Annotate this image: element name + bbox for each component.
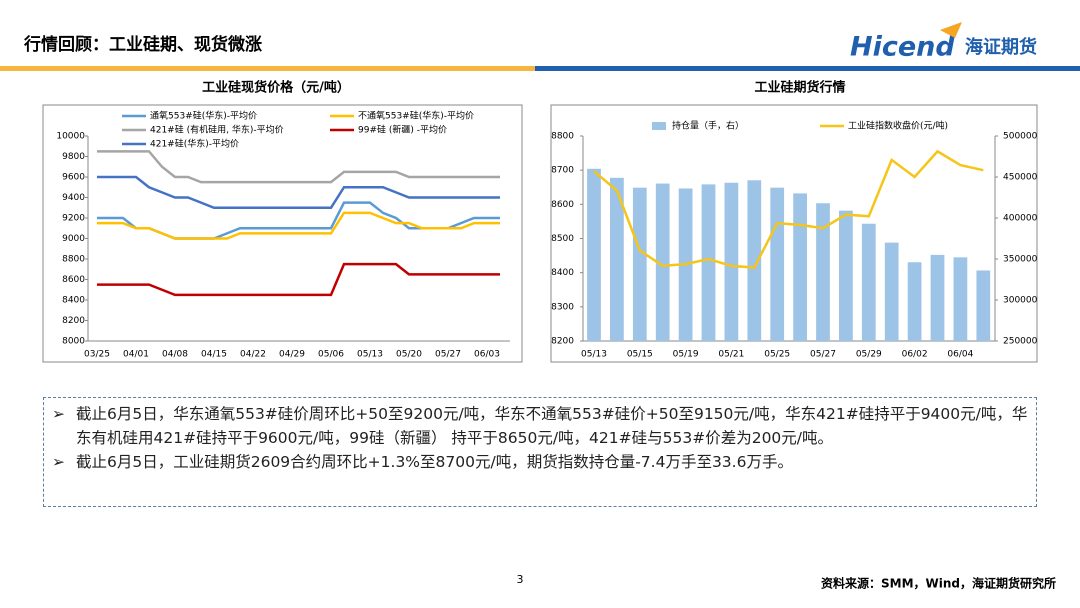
line-series [593, 149, 984, 269]
logo: Hicend [850, 32, 955, 63]
line-series [97, 175, 500, 209]
y-tick-label: 8700 [551, 166, 574, 176]
y-tick-label: 9000 [62, 234, 85, 244]
header-bar [535, 66, 1080, 71]
y2-tick-label: 450000 [1003, 173, 1038, 183]
y2-tick-label: 500000 [1003, 132, 1038, 142]
bar [610, 177, 624, 341]
header-bar [0, 66, 535, 71]
x-tick-label: 05/13 [357, 350, 383, 360]
bar [655, 183, 670, 341]
line-series [97, 150, 500, 184]
y-tick-label: 8400 [551, 268, 574, 278]
page-number: 3 [517, 573, 524, 586]
logo-cn: 海证期货 [965, 36, 1037, 58]
y2-tick-label: 400000 [1003, 214, 1038, 224]
slide-title: 行情回顾：工业硅期、现货微涨 [23, 34, 262, 55]
x-tick-label: 05/21 [718, 350, 744, 360]
legend-label: 99#硅 (新疆) -平均价 [358, 124, 447, 136]
bar [953, 257, 968, 341]
x-tick-label: 03/25 [84, 350, 110, 360]
bar [701, 184, 716, 341]
x-tick-label: 05/15 [627, 350, 653, 360]
x-tick-label: 04/15 [201, 350, 227, 360]
x-tick-label: 04/29 [279, 350, 305, 360]
x-tick-label: 05/13 [581, 350, 607, 360]
x-tick-label: 05/27 [435, 350, 461, 360]
bar [587, 168, 601, 341]
bar [907, 262, 922, 341]
legend-label: 421#硅 (有机硅用, 华东)-平均价 [150, 124, 284, 136]
bar [770, 187, 785, 341]
bar [747, 180, 762, 341]
y-tick-label: 8000 [62, 337, 85, 347]
x-tick-label: 06/03 [474, 350, 500, 360]
y2-tick-label: 300000 [1003, 296, 1038, 306]
y-tick-label: 8800 [62, 255, 85, 265]
logo-mark [940, 22, 962, 38]
x-tick-label: 05/06 [318, 350, 344, 360]
bar [793, 193, 807, 341]
x-tick-label: 06/02 [902, 350, 928, 360]
chart-title: 工业硅期货行情 [754, 80, 845, 96]
y-tick-label: 8300 [551, 302, 574, 312]
bar [861, 223, 876, 341]
x-tick-label: 04/01 [123, 350, 149, 360]
x-tick-label: 04/08 [162, 350, 188, 360]
legend-swatch [652, 122, 666, 130]
y-tick-label: 8600 [551, 200, 574, 210]
chart-frame [42, 104, 523, 363]
y-tick-label: 9800 [62, 152, 85, 162]
y-tick-label: 8200 [551, 337, 574, 347]
bar [724, 182, 739, 341]
y-tick-label: 8200 [62, 316, 85, 326]
y-tick-label: 9200 [62, 214, 85, 224]
bullet: 截止6月5日，工业硅期货2609合约周环比+1.3%至8700元/吨，期货指数持… [50, 450, 1030, 474]
x-tick-label: 05/19 [673, 350, 699, 360]
chart-title: 工业硅现货价格（元/吨） [202, 80, 350, 96]
x-tick-label: 04/22 [240, 350, 266, 360]
bar [816, 203, 830, 341]
legend-label: 通氧553#硅(华东)-平均价 [150, 110, 257, 122]
y-tick-label: 8600 [62, 275, 85, 285]
y-tick-label: 8500 [551, 234, 574, 244]
y-tick-label: 10000 [56, 132, 85, 142]
legend-label: 工业硅指数收盘价(元/吨) [848, 120, 948, 132]
y2-tick-label: 350000 [1003, 255, 1038, 265]
bar [839, 210, 853, 341]
chart-frame [550, 104, 1038, 363]
bar [632, 187, 647, 341]
bar [976, 270, 991, 341]
x-tick-label: 05/20 [396, 350, 422, 360]
bar [930, 254, 945, 341]
y2-tick-label: 250000 [1003, 337, 1038, 347]
bullet: 截止6月5日，华东通氧553#硅价周环比+50至9200元/吨，华东不通氧553… [50, 402, 1030, 450]
y-tick-label: 8400 [62, 296, 85, 306]
bar [884, 242, 899, 341]
line-series [97, 262, 500, 297]
y-tick-label: 9400 [62, 193, 85, 203]
bullet-box: 截止6月5日，华东通氧553#硅价周环比+50至9200元/吨，华东不通氧553… [43, 397, 1037, 507]
source: 资料来源：SMM，Wind，海证期货研究所 [821, 576, 1056, 591]
y-tick-label: 8800 [551, 132, 574, 142]
legend-label: 不通氧553#硅(华东)-平均价 [358, 110, 474, 122]
legend-label: 持仓量（手，右） [672, 120, 744, 132]
y-tick-label: 9600 [62, 173, 85, 183]
legend-label: 421#硅(华东)-平均价 [150, 138, 239, 150]
x-tick-label: 05/25 [764, 350, 790, 360]
line-series [97, 211, 500, 240]
x-tick-label: 06/04 [947, 350, 973, 360]
x-tick-label: 05/29 [856, 350, 882, 360]
x-tick-label: 05/27 [810, 350, 836, 360]
